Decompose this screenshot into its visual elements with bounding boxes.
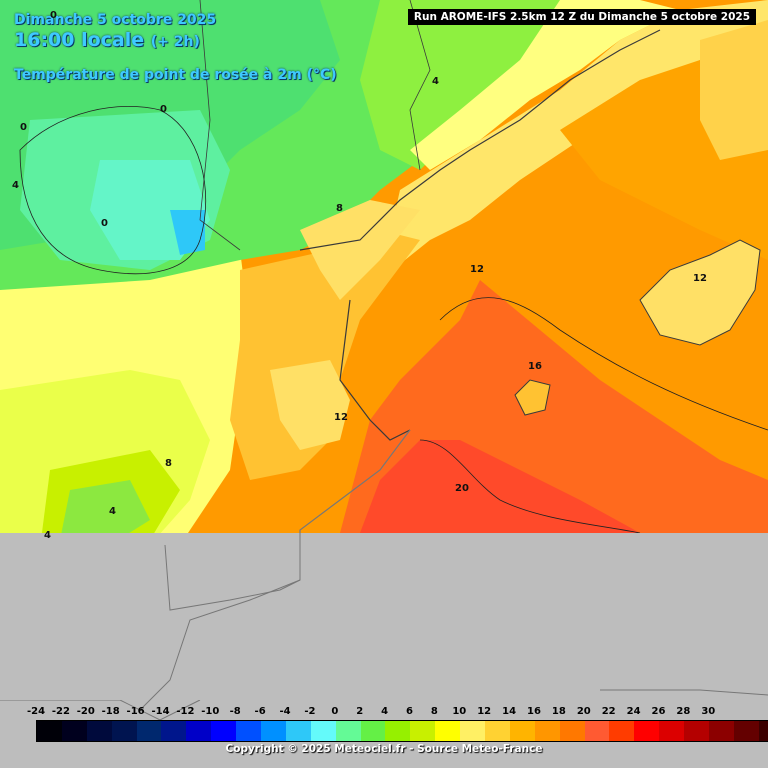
legend-swatch [684, 721, 710, 741]
legend-swatch [435, 721, 461, 741]
legend-swatch [360, 721, 386, 741]
isoline-label: 16 [528, 361, 542, 372]
isoline-label: 8 [165, 458, 172, 469]
isoline-label: 0 [20, 122, 27, 133]
legend-swatch [709, 721, 734, 741]
legend-swatch [460, 721, 486, 741]
copyright: Copyright © 2025 Meteociel.fr - Source M… [225, 743, 543, 755]
legend-label: 10 [452, 706, 467, 717]
legend-label: 28 [676, 706, 691, 717]
legend-swatch [37, 721, 62, 741]
isoline-label: 4 [432, 76, 439, 87]
legend-swatch [559, 721, 585, 741]
legend-swatch [161, 721, 187, 741]
legend-label: 2 [356, 706, 364, 717]
legend-swatch [609, 721, 635, 741]
legend-label: -14 [151, 706, 170, 717]
title-time: 16:00 locale (+ 2h) [14, 28, 337, 54]
legend-label: -22 [51, 706, 70, 717]
legend-label: 24 [626, 706, 641, 717]
legend-swatch [186, 721, 212, 741]
isoline-label: 12 [693, 273, 707, 284]
legend-label: 12 [477, 706, 492, 717]
isoline-label: 4 [12, 180, 19, 191]
legend-label: -18 [101, 706, 120, 717]
legend-swatch [534, 721, 560, 741]
isoline-label: 0 [160, 104, 167, 115]
isoline-label: 12 [470, 264, 484, 275]
legend-label: 16 [527, 706, 541, 717]
legend-swatch [285, 721, 311, 741]
map-title: Dimanche 5 octobre 2025 16:00 locale (+ … [14, 12, 337, 84]
legend-swatch [86, 721, 112, 741]
legend-swatch [236, 721, 262, 741]
legend-label: 8 [430, 706, 438, 717]
title-time-value: 16:00 locale [14, 29, 145, 51]
legend-label: 18 [551, 706, 566, 717]
legend-swatch [758, 721, 768, 741]
isoline-label: 12 [334, 412, 348, 423]
legend-swatch [634, 721, 660, 741]
isoline-label: 4 [109, 506, 116, 517]
legend-label: 4 [381, 706, 389, 717]
legend-label: -4 [279, 706, 291, 717]
legend-label: -12 [176, 706, 195, 717]
legend-swatch [136, 721, 162, 741]
isoline-label: 0 [50, 10, 57, 21]
legend-swatch [335, 721, 361, 741]
legend-swatch [659, 721, 685, 741]
legend-label: 0 [331, 706, 339, 717]
legend-swatch [111, 721, 137, 741]
legend-label: -8 [229, 706, 241, 717]
legend-label: -20 [76, 706, 95, 717]
legend-swatch [584, 721, 610, 741]
legend-swatch [211, 721, 237, 741]
legend-colorbar [36, 720, 768, 742]
title-offset: (+ 2h) [150, 34, 200, 50]
title-variable: Température de point de rosée à 2m (°C) [14, 67, 337, 83]
isoline-label: 20 [455, 483, 469, 494]
legend-label: 26 [651, 706, 666, 717]
run-info: Run AROME-IFS 2.5km 12 Z du Dimanche 5 o… [407, 9, 756, 25]
legend-swatch [485, 721, 510, 741]
legend-swatch [509, 721, 535, 741]
legend-swatch [261, 721, 286, 741]
isoline-label: 8 [336, 203, 343, 214]
legend-swatch [385, 721, 411, 741]
legend: -24 -22 -20 -18 -16 -14 -12 -10 -8 -6 -4 -2 0 2 4 6 8 10 1… [0, 700, 768, 768]
legend-label: -10 [201, 706, 220, 717]
legend-label: -2 [304, 706, 316, 717]
legend-label: -16 [126, 706, 145, 717]
title-date: Dimanche 5 octobre 2025 [14, 12, 217, 28]
legend-label: -24 [26, 706, 46, 717]
legend-label: 20 [576, 706, 591, 717]
legend-label: 22 [601, 706, 616, 717]
isoline-label: 4 [44, 530, 51, 541]
legend-label: 14 [502, 706, 517, 717]
legend-label: 6 [406, 706, 413, 717]
field-20 [360, 440, 640, 533]
legend-swatch [310, 721, 336, 741]
isoline-label: 0 [101, 218, 108, 229]
legend-label: -6 [254, 706, 266, 717]
legend-swatch [733, 721, 759, 741]
legend-swatch [410, 721, 436, 741]
legend-label: 30 [701, 706, 716, 717]
legend-swatch [61, 721, 87, 741]
